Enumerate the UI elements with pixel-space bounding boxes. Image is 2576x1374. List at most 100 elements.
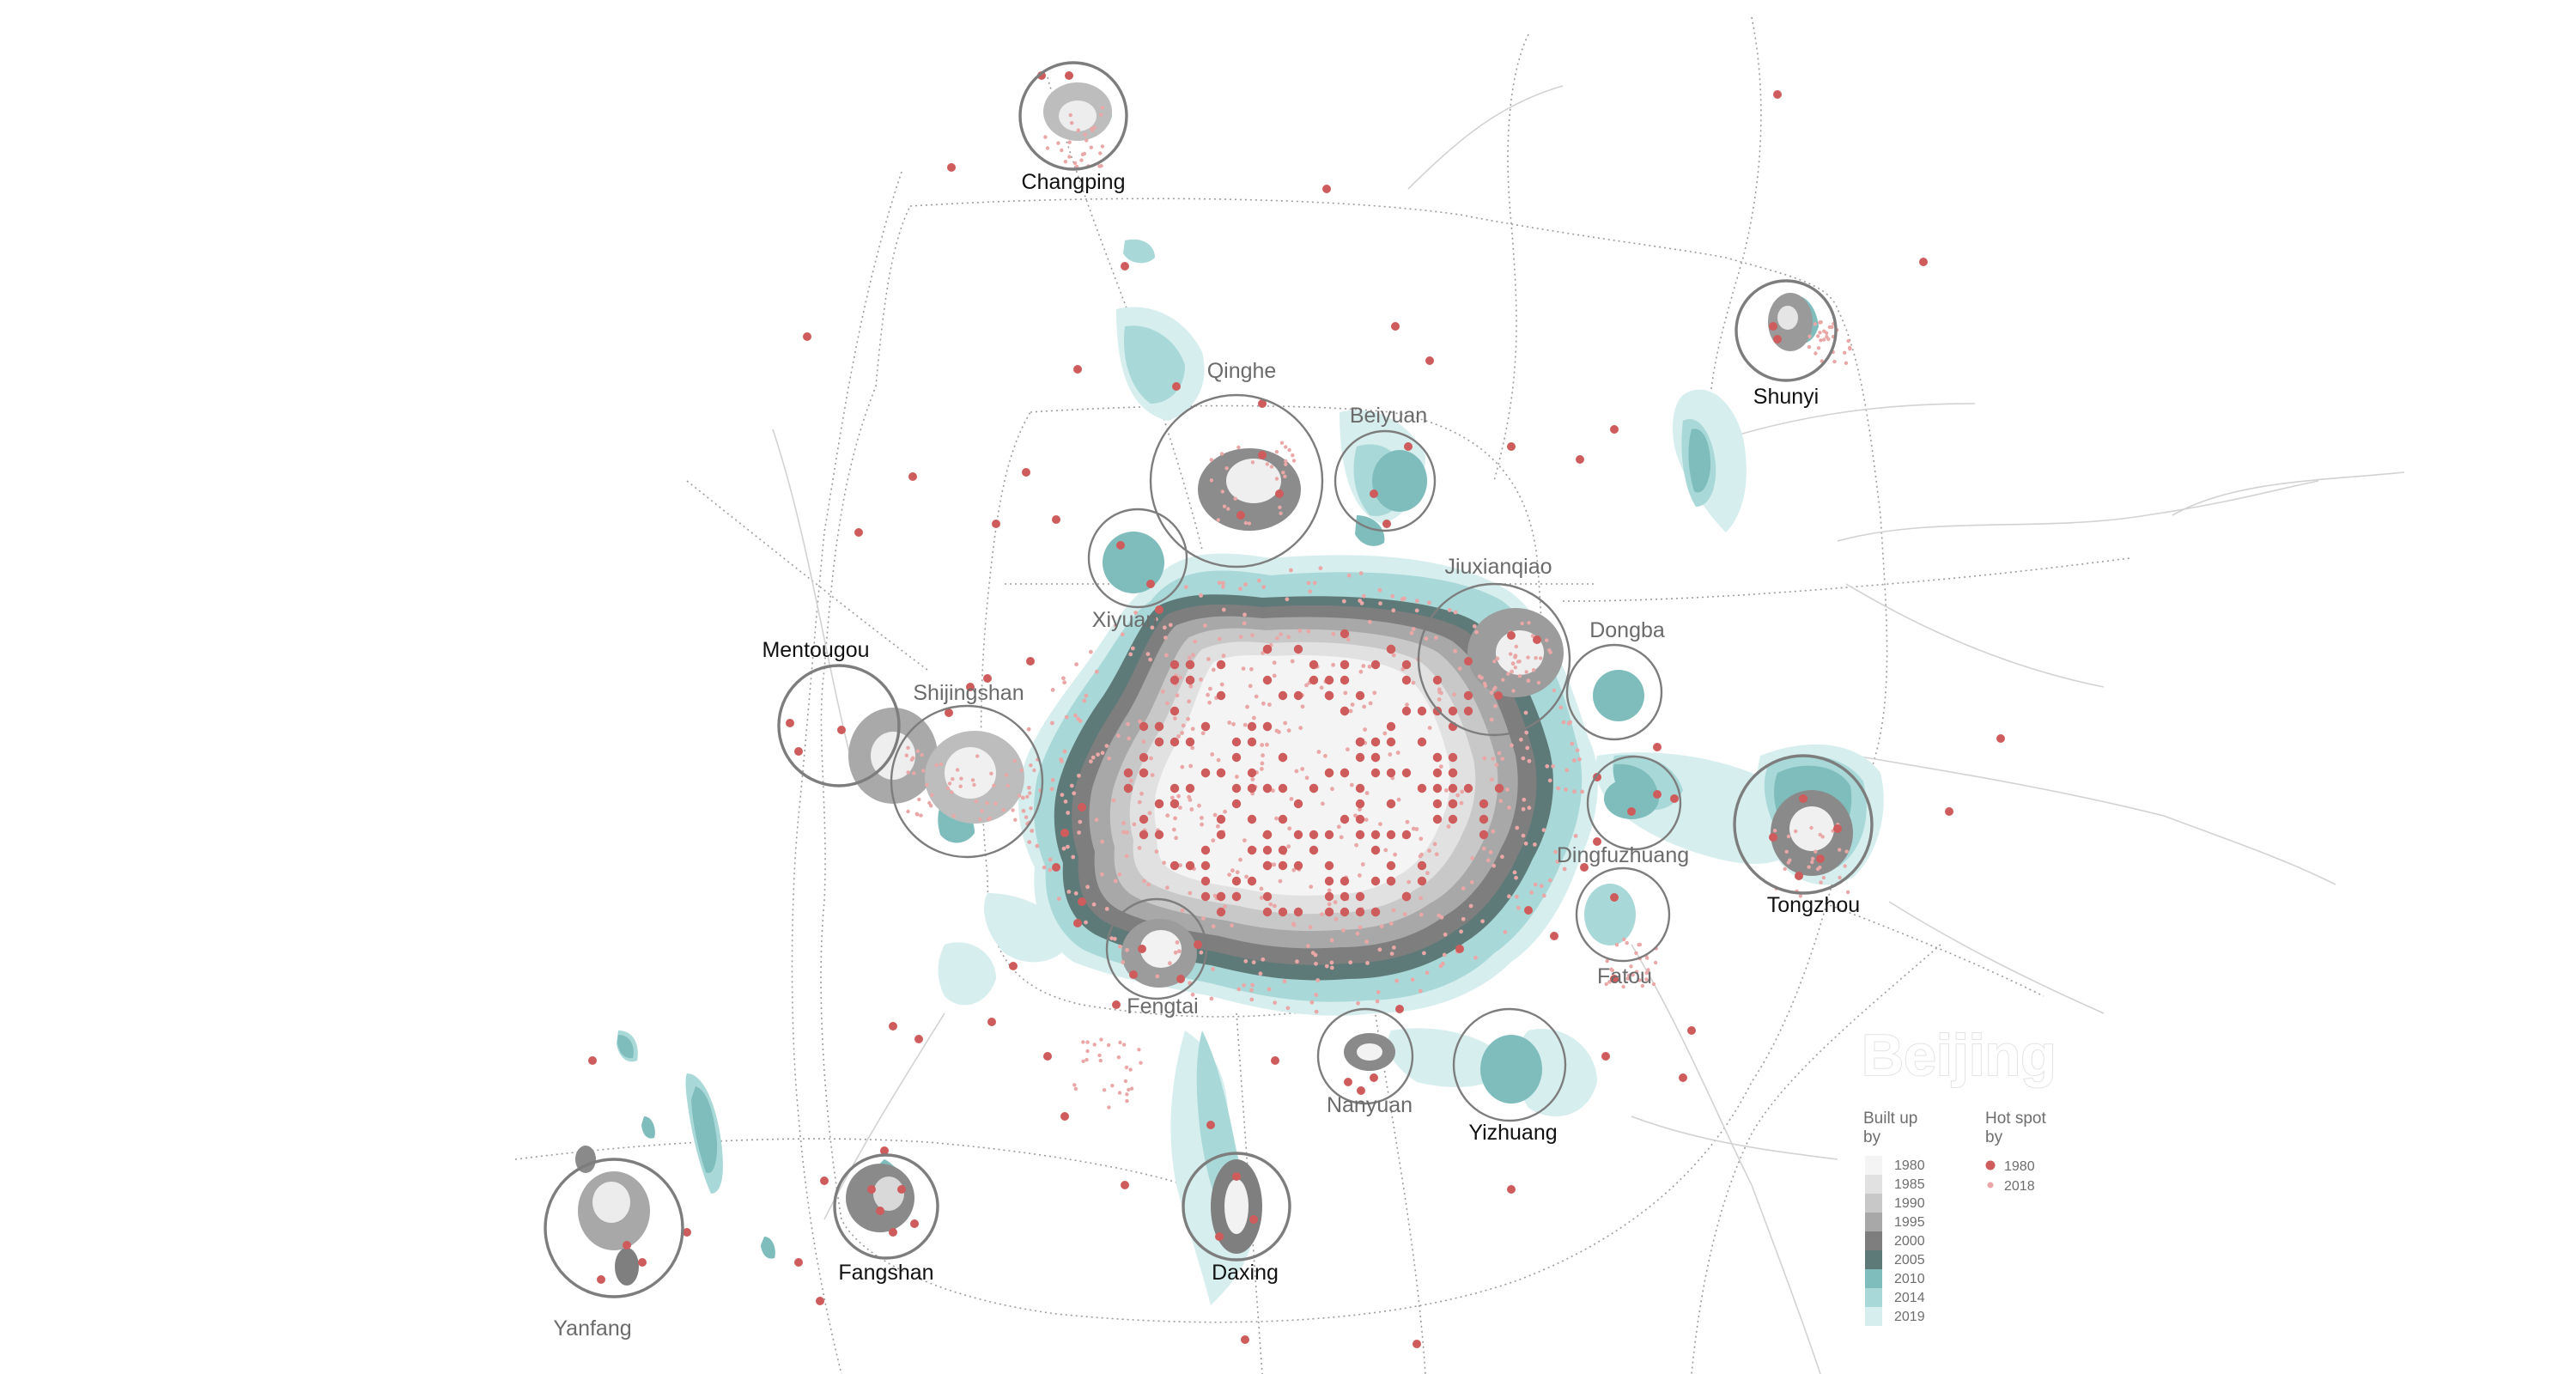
hot-spot-2018-dot	[925, 782, 929, 787]
hot-spot-2018-dot	[1390, 593, 1395, 599]
hot-spot-2018-dot	[1405, 702, 1409, 707]
hot-spot-1980-dot	[1309, 675, 1319, 685]
road-dotted-5	[1708, 16, 1762, 430]
hot-spot-1980-dot	[947, 163, 956, 172]
hot-spot-2018-dot	[930, 793, 934, 797]
hot-spot-2018-dot	[1279, 441, 1285, 445]
hot-spot-1980-dot	[1769, 833, 1777, 842]
place-label-daxing: Daxing	[1212, 1261, 1279, 1285]
hot-spot-2018-dot	[1509, 652, 1513, 656]
hot-spot-2018-dot	[1489, 690, 1494, 696]
hot-spot-2018-dot	[1074, 662, 1078, 666]
hot-spot-2018-dot	[1028, 791, 1032, 795]
hot-spot-2018-dot	[1173, 716, 1177, 721]
built-2010-patch-11	[641, 1116, 655, 1139]
hot-spot-1980-dot	[1185, 675, 1195, 685]
hot-spot-2018-dot	[1284, 459, 1288, 464]
hot-spot-2018-dot	[1368, 701, 1373, 706]
hot-spot-2018-dot	[1418, 988, 1423, 994]
hot-spot-2018-dot	[1284, 445, 1288, 449]
district-circle-fengtai	[1105, 897, 1208, 1000]
hot-spot-2018-dot	[1063, 799, 1068, 804]
hot-spot-1980-dot	[1194, 940, 1202, 949]
place-label-nanyuan: Nanyuan	[1327, 1093, 1413, 1117]
hot-spot-1980-dot	[1247, 768, 1257, 778]
hot-spot-2018-dot	[1132, 822, 1137, 827]
hot-spot-2018-dot	[1494, 763, 1499, 768]
hot-spot-2018-dot	[1531, 668, 1536, 672]
hot-spot-1980-dot	[1052, 863, 1060, 872]
hot-spot-2018-dot	[1150, 773, 1155, 777]
hot-spot-1980-dot	[1448, 752, 1458, 763]
hot-spot-1980-dot	[1121, 1181, 1129, 1189]
hot-spot-2018-dot	[1168, 961, 1172, 966]
hot-spot-2018-dot	[1238, 857, 1242, 862]
district-built-area-9	[1496, 630, 1544, 675]
hot-spot-2018-dot	[975, 754, 980, 758]
hot-spot-2018-dot	[1405, 819, 1410, 824]
hot-spot-2018-dot	[1243, 582, 1248, 587]
hot-spot-2018-dot	[1447, 608, 1452, 612]
legend-swatch-1980	[1865, 1156, 1882, 1175]
hot-spot-2018-dot	[1191, 653, 1195, 658]
hot-spot-1980-dot	[1258, 399, 1267, 408]
legend-built-year-1995: 1995	[1894, 1215, 1925, 1230]
hot-spot-2018-dot	[1312, 581, 1317, 586]
hot-spot-2018-dot	[1810, 860, 1814, 865]
hot-spot-1980-dot	[1215, 1232, 1224, 1241]
hot-spot-1980-dot	[1432, 783, 1443, 793]
map-title: Beijing	[1862, 1023, 2057, 1088]
hot-spot-2018-dot	[1178, 863, 1182, 867]
hot-spot-2018-dot	[1249, 988, 1254, 993]
hot-spot-1980-dot	[1200, 860, 1211, 871]
hot-spot-2018-dot	[978, 818, 982, 822]
hot-spot-2018-dot	[1243, 958, 1249, 964]
hot-spot-2018-dot	[993, 801, 998, 806]
road-dotted-6	[1691, 944, 1941, 1374]
hot-spot-2018-dot	[1364, 939, 1369, 945]
hot-spot-2018-dot	[1268, 902, 1273, 907]
hot-spot-2018-dot	[1388, 752, 1393, 757]
hot-spot-1980-dot	[1324, 891, 1334, 902]
hot-spot-2018-dot	[1098, 1058, 1103, 1063]
place-label-changping: Changping	[1022, 170, 1126, 194]
legend-swatch-2000	[1865, 1231, 1882, 1250]
hot-spot-1980-dot	[1355, 799, 1365, 809]
hot-spot-2018-dot	[921, 769, 926, 773]
hot-spot-1980-dot	[1401, 768, 1412, 778]
legend-hot-spot-year-2018: 2018	[2004, 1179, 2035, 1194]
hot-spot-2018-dot	[1640, 983, 1645, 988]
place-label-dongba: Dongba	[1589, 618, 1665, 642]
hot-spot-2018-dot	[1190, 745, 1195, 751]
hot-spot-1980-dot	[1432, 675, 1443, 685]
hot-spot-2018-dot	[1212, 812, 1218, 818]
hot-spot-2018-dot	[1419, 896, 1423, 901]
hot-spot-1980-dot	[1309, 845, 1319, 855]
hot-spot-1980-dot	[1386, 860, 1396, 871]
hot-spot-2018-dot	[1517, 674, 1522, 678]
hot-spot-2018-dot	[1492, 660, 1497, 664]
hot-spot-1980-dot	[1139, 814, 1149, 824]
legend-built-year-1985: 1985	[1894, 1177, 1925, 1192]
hot-spot-2018-dot	[1810, 856, 1815, 861]
hot-spot-2018-dot	[1644, 977, 1649, 982]
hot-spot-2018-dot	[1218, 636, 1222, 641]
hot-spot-2018-dot	[1379, 924, 1384, 929]
hot-spot-2018-dot	[1139, 791, 1144, 796]
hot-spot-2018-dot	[1173, 816, 1177, 821]
hot-spot-2018-dot	[1846, 338, 1850, 344]
hot-spot-2018-dot	[1319, 685, 1324, 690]
hot-spot-2018-dot	[1079, 158, 1084, 162]
hot-spot-2018-dot	[1174, 836, 1178, 841]
hot-spot-1980-dot	[1231, 799, 1242, 809]
hot-spot-1980-dot	[1507, 442, 1516, 451]
hot-spot-2018-dot	[1331, 662, 1335, 667]
hot-spot-2018-dot	[1519, 737, 1523, 742]
hot-spot-2018-dot	[1281, 471, 1285, 475]
road-3	[1888, 901, 2105, 1014]
hot-spot-2018-dot	[1176, 734, 1181, 739]
road-dotted-3	[1493, 33, 1529, 482]
hot-spot-2018-dot	[1541, 828, 1546, 832]
hot-spot-2018-dot	[1066, 844, 1070, 849]
hot-spot-2018-dot	[1389, 951, 1394, 956]
